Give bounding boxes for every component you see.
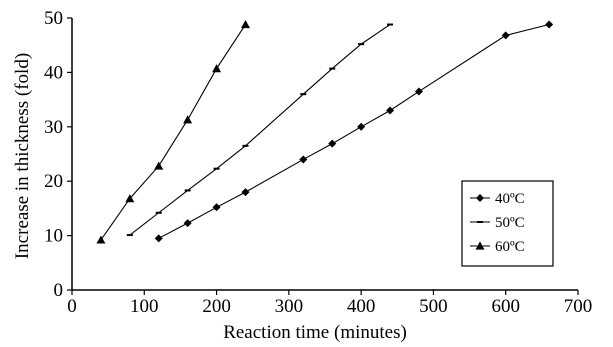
series-line xyxy=(129,24,391,236)
data-point xyxy=(242,144,249,147)
legend-entry: 50ºC xyxy=(470,215,525,231)
y-tick-label: 10 xyxy=(44,226,63,247)
y-tick-label: 30 xyxy=(44,117,63,138)
data-point xyxy=(241,188,250,197)
data-point xyxy=(358,43,365,46)
y-axis-title: Increase in thickness (fold) xyxy=(12,53,33,259)
x-tick-label: 100 xyxy=(130,296,159,317)
data-point xyxy=(96,235,106,244)
data-point xyxy=(328,139,337,148)
series-layer xyxy=(96,20,554,244)
series-2 xyxy=(96,20,250,244)
data-point xyxy=(300,93,307,96)
legend-label: 60ºC xyxy=(495,239,525,255)
axes: 0 100 200 300 400 500 600 700 0 10 20 30 40 50 xyxy=(44,8,592,317)
series-line xyxy=(100,24,246,241)
data-point xyxy=(154,161,164,170)
axis-titles: Reaction time (minutes) Increase in thic… xyxy=(12,53,407,343)
x-tick-label: 700 xyxy=(564,296,593,317)
data-point xyxy=(125,194,135,203)
y-tick-label: 40 xyxy=(44,62,63,83)
data-point xyxy=(212,203,221,212)
data-point xyxy=(299,155,308,164)
data-point xyxy=(357,122,366,131)
legend-box xyxy=(461,180,554,267)
x-axis-title: Reaction time (minutes) xyxy=(223,322,407,343)
data-point xyxy=(184,189,191,192)
data-point xyxy=(212,64,222,73)
data-point xyxy=(126,234,133,237)
data-point xyxy=(414,87,423,96)
data-point xyxy=(329,67,336,70)
y-tick-label: 0 xyxy=(54,280,64,301)
x-tick-label: 300 xyxy=(275,296,304,317)
data-point xyxy=(155,211,162,214)
series-1 xyxy=(126,23,394,237)
legend-marker xyxy=(477,221,483,223)
x-tick-label: 0 xyxy=(67,296,77,317)
legend-entry: 40ºC xyxy=(470,191,525,207)
y-tick-label: 20 xyxy=(44,171,63,192)
data-point xyxy=(154,234,163,243)
data-point xyxy=(183,219,192,228)
x-tick-label: 400 xyxy=(347,296,376,317)
data-point xyxy=(545,20,554,29)
x-tick-label: 500 xyxy=(419,296,448,317)
legend-entry: 60ºC xyxy=(470,239,525,255)
data-point xyxy=(387,23,394,26)
legend-marker xyxy=(475,241,485,250)
data-point xyxy=(213,167,220,170)
data-point xyxy=(386,106,395,115)
legend-label: 40ºC xyxy=(495,191,525,207)
x-tick-label: 600 xyxy=(491,296,520,317)
x-tick-label: 200 xyxy=(202,296,231,317)
legend: 40ºC 50ºC 60ºC xyxy=(461,180,554,267)
data-point xyxy=(183,115,193,124)
data-point xyxy=(240,20,250,29)
legend-label: 50ºC xyxy=(495,215,525,231)
data-point xyxy=(501,31,510,40)
legend-marker xyxy=(476,194,484,202)
series-0 xyxy=(154,20,554,243)
y-tick-label: 50 xyxy=(44,8,63,29)
